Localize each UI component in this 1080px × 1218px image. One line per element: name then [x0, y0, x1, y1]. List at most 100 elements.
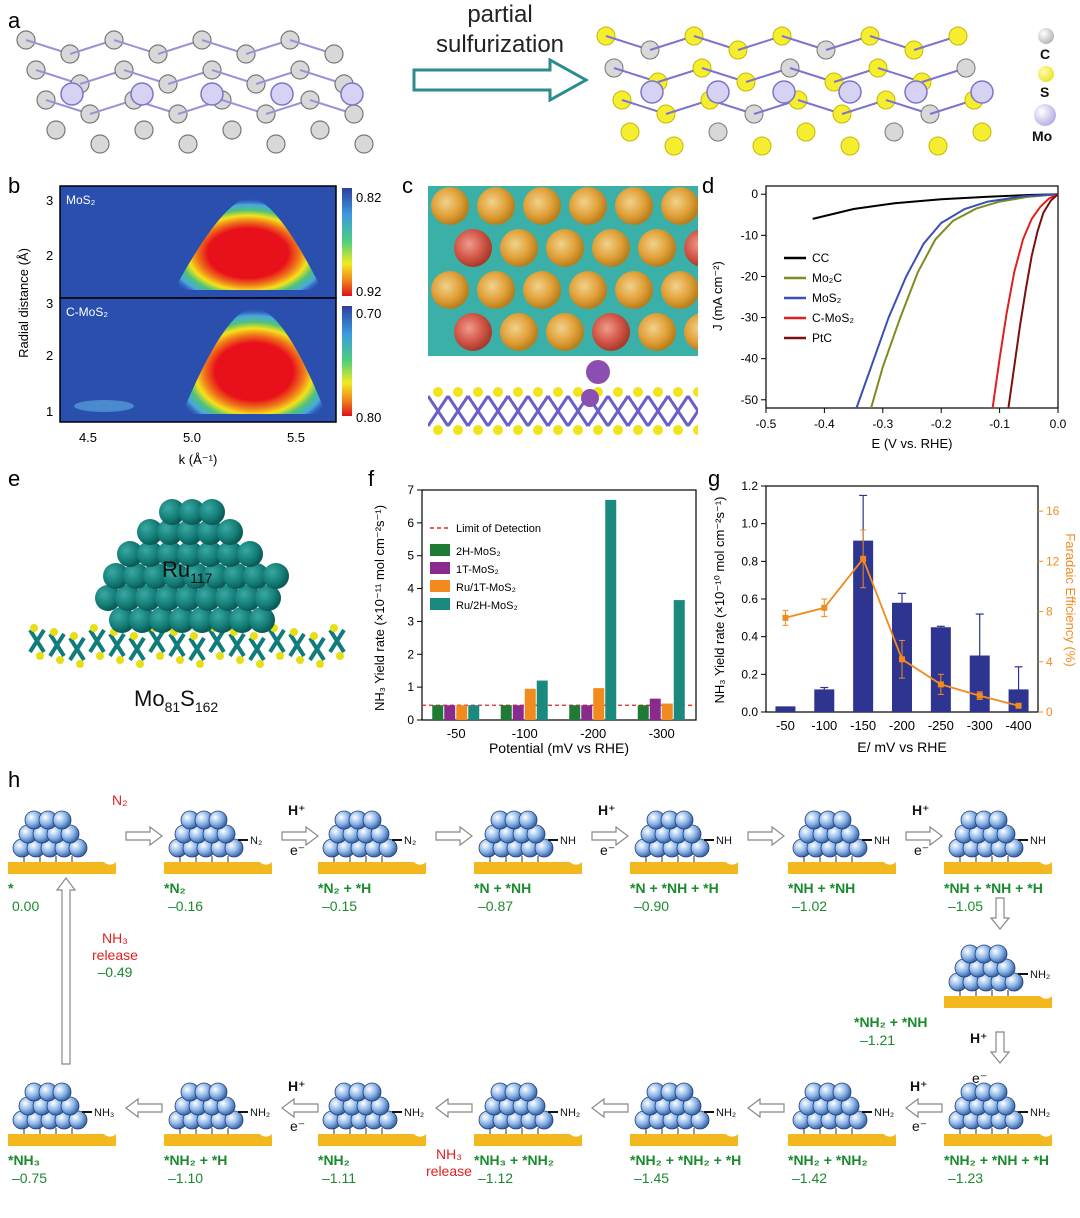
- mechanism-arrow: [590, 1097, 630, 1123]
- g-ytick-right-label: 12: [1046, 554, 1060, 568]
- slab-s-atom: [553, 387, 563, 397]
- support-s-atom: [30, 624, 38, 632]
- surface-atom: [500, 313, 538, 351]
- slab-s-atom: [493, 387, 503, 397]
- g-xtick-label: -200: [889, 718, 915, 733]
- slab-s-atom: [493, 425, 503, 435]
- d-ytick-label: -20: [741, 269, 759, 283]
- contour-bottom-blob: [182, 308, 326, 414]
- contour-top-label: MoS₂: [66, 193, 96, 207]
- ru-atom: [249, 607, 275, 633]
- g-xlabel: E/ mV vs RHE: [857, 739, 946, 755]
- surface-atom: [477, 271, 515, 309]
- svg-text:NH₃: NH₃: [94, 1107, 114, 1119]
- carbon-atom: [884, 122, 904, 142]
- g-ytick-label: 0.2: [741, 667, 758, 681]
- f-xtick-label: -100: [512, 726, 538, 741]
- ru-atom: [115, 585, 141, 611]
- ru-cluster-on-support: N₂: [318, 810, 426, 874]
- d-xlabel: E (V vs. RHE): [872, 436, 953, 451]
- support-bond: [308, 636, 326, 662]
- e-minus-label: e⁻: [600, 842, 616, 858]
- ru-atom: [199, 499, 225, 525]
- support-s-atom: [250, 632, 258, 640]
- slab-s-atom: [633, 387, 643, 397]
- slab-s-atom: [693, 425, 698, 435]
- d-xtick-label: -0.2: [931, 417, 952, 431]
- stage-name: *NH₂ + *NH: [854, 1014, 928, 1030]
- carbon-atom: [46, 120, 66, 140]
- f-ytick-label: 7: [407, 483, 414, 497]
- mo-atom: [340, 82, 364, 106]
- f-bar: [593, 688, 605, 720]
- slab-s-atom: [633, 425, 643, 435]
- slab-s-atom: [613, 425, 623, 435]
- ru-cluster-on-support: NH: [944, 810, 1052, 874]
- ru-atom: [215, 585, 241, 611]
- mo-atom: [270, 82, 294, 106]
- down-arrow: [989, 896, 1011, 935]
- f-legend-label: 1T-MoS₂: [456, 564, 499, 576]
- f-bar: [661, 703, 673, 720]
- support-s-atom: [116, 656, 124, 664]
- support-bond: [328, 628, 346, 654]
- support-s-atom: [296, 656, 304, 664]
- surface-atom: [454, 229, 492, 267]
- colorbar-top: [342, 188, 352, 296]
- stage-energy: –1.21: [860, 1032, 896, 1048]
- mo-atom: [706, 80, 730, 104]
- b-xlabel: k (Å⁻¹): [179, 452, 218, 467]
- g-ytick-right-label: 0: [1046, 705, 1053, 719]
- stage-name: *NH₂ + *NH₂: [788, 1152, 868, 1168]
- ru-atom: [223, 563, 249, 589]
- surface-atom: [615, 187, 653, 225]
- mechanism-arrow: [746, 825, 786, 851]
- stage-name: *NH₃: [8, 1152, 41, 1168]
- surface-atom: [454, 313, 492, 351]
- e-minus-label: e⁻: [972, 1070, 988, 1086]
- mechanism-stage: NH₂ *NH₂ + *NH + *H –1.23: [944, 1068, 1080, 1218]
- e-minus-label: e⁻: [912, 1118, 928, 1134]
- stage-energy: –1.45: [634, 1170, 670, 1186]
- h-plus-label: H⁺: [912, 802, 930, 818]
- f-legend-label: Ru/1T-MoS₂: [456, 582, 516, 594]
- f-legend-swatch: [430, 580, 450, 592]
- mo-atom: [838, 80, 862, 104]
- g-ylabel-right: Faradaic Efficiency (%): [1063, 533, 1078, 666]
- ru-atom: [155, 585, 181, 611]
- g-xtick-label: -100: [811, 718, 837, 733]
- slab-s-atom: [653, 425, 663, 435]
- stage-energy: –0.87: [478, 898, 514, 914]
- panel-a-legend: C S Mo: [1030, 28, 1076, 144]
- g-fe-point: [782, 614, 789, 621]
- contour-top-blob: [174, 198, 322, 290]
- g-xtick-label: -400: [1006, 718, 1032, 733]
- ru-atom: [263, 563, 289, 589]
- ru-atom: [189, 607, 215, 633]
- ru-cluster-on-support: NH₂: [944, 1082, 1052, 1146]
- g-fe-point: [899, 656, 905, 663]
- ru-atom: [123, 563, 149, 589]
- stage-energy: –1.23: [948, 1170, 984, 1186]
- f-bar: [649, 698, 661, 720]
- mechanism-stage: NH *NH + *NH –1.02: [788, 796, 928, 946]
- b-ytick-bot-2: 2: [46, 348, 53, 363]
- ru-cluster-on-support: NH₂: [318, 1082, 426, 1146]
- g-ytick-label: 1.0: [741, 517, 758, 531]
- panel-e-cluster-model: Ru117 Mo81S162: [28, 499, 346, 715]
- h-plus-label: H⁺: [970, 1030, 988, 1046]
- mechanism-arrow: [280, 825, 320, 851]
- colorbar-top-min: 0.92: [356, 284, 381, 299]
- mechanism-arrow: [904, 1097, 944, 1123]
- d-series-line: [1007, 193, 1059, 409]
- support-s-atom: [156, 652, 164, 660]
- svg-text:NH₂: NH₂: [874, 1107, 894, 1119]
- colorbar-bottom-min: 0.80: [356, 410, 381, 425]
- g-bar: [814, 689, 835, 712]
- panel-a-structure-before: [16, 30, 374, 154]
- nh3-label: NH₃: [436, 1146, 462, 1162]
- g-ytick-right-label: 4: [1046, 655, 1053, 669]
- f-legend-limit-label: Limit of Detection: [456, 523, 541, 535]
- stage-energy: –1.11: [322, 1170, 356, 1186]
- surface-atom: [592, 313, 630, 351]
